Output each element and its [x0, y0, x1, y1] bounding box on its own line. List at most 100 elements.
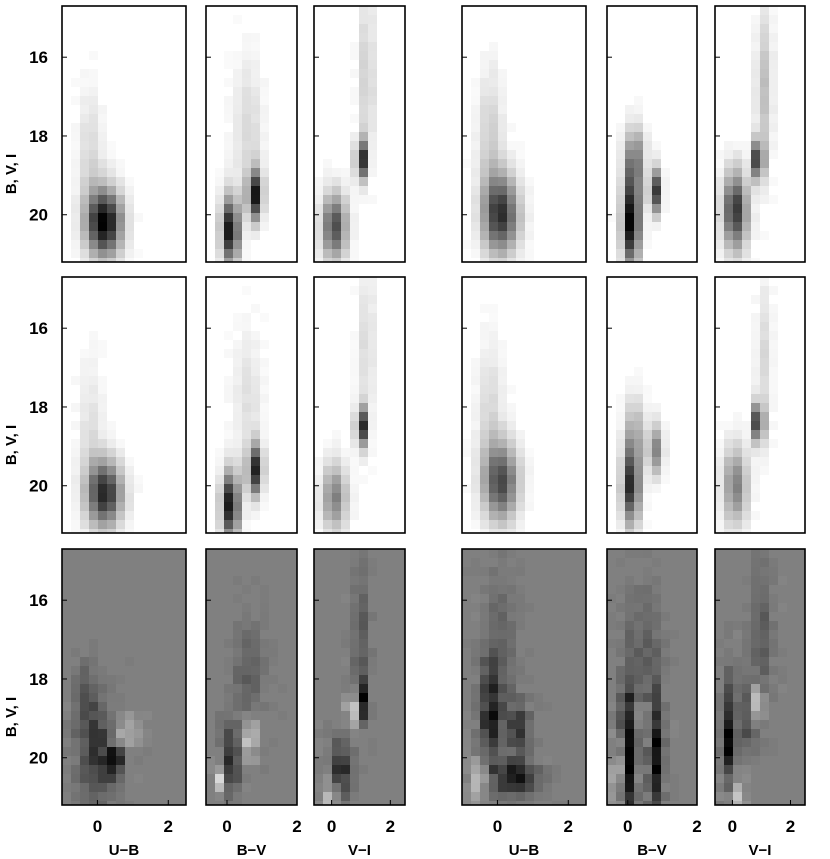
heatmap-cell	[215, 466, 224, 475]
heatmap-cell	[359, 439, 368, 448]
heatmap-cell	[251, 738, 260, 747]
heatmap-cell	[125, 493, 134, 502]
heatmap-cell	[489, 657, 498, 666]
heatmap-cell	[233, 249, 242, 258]
heatmap-cell	[507, 720, 516, 729]
heatmap-cell	[89, 394, 98, 403]
heatmap-cell	[607, 774, 616, 783]
heatmap-cell	[643, 204, 652, 213]
heatmap-cell	[471, 702, 480, 711]
heatmap-cell	[116, 448, 125, 457]
heatmap-cell	[652, 141, 661, 150]
heatmap-cell	[652, 204, 661, 213]
heatmap-cell	[507, 213, 516, 222]
heatmap-cell	[314, 475, 323, 484]
heatmap-cell	[760, 313, 769, 322]
heatmap-cell	[215, 765, 224, 774]
heatmap-cell	[778, 648, 787, 657]
heatmap-cell	[751, 24, 760, 33]
heatmap-cell	[80, 720, 89, 729]
heatmap-cell	[498, 567, 507, 576]
heatmap-cell	[760, 358, 769, 367]
heatmap-cell	[498, 439, 507, 448]
heatmap-cell	[125, 657, 134, 666]
heatmap-cell	[751, 358, 760, 367]
heatmap-cell	[724, 159, 733, 168]
heatmap-cell	[134, 738, 143, 747]
heatmap-cell	[715, 213, 724, 222]
heatmap-cell	[242, 729, 251, 738]
heatmap-cell	[350, 585, 359, 594]
x-axis-label: B−V	[237, 842, 267, 859]
x-tick-label: 0	[327, 817, 336, 836]
heatmap-cell	[760, 612, 769, 621]
heatmap-cell	[71, 249, 80, 258]
heatmap-cell	[80, 502, 89, 511]
heatmap-cell	[350, 51, 359, 60]
heatmap-cell	[507, 702, 516, 711]
heatmap-cell	[224, 502, 233, 511]
heatmap-cell	[652, 430, 661, 439]
heatmap-cell	[224, 801, 233, 805]
heatmap-cell	[733, 421, 742, 430]
heatmap-cell	[634, 666, 643, 675]
heatmap-cell	[71, 702, 80, 711]
heatmap-cell	[634, 756, 643, 765]
x-tick-label: 2	[564, 817, 573, 836]
heatmap-cell	[107, 493, 116, 502]
heatmap-cell	[751, 96, 760, 105]
heatmap-cell	[498, 430, 507, 439]
heatmap-cell	[733, 168, 742, 177]
heatmap-cell	[116, 529, 125, 533]
heatmap-cell	[80, 186, 89, 195]
heatmap-cell	[71, 439, 80, 448]
heatmap-cell	[498, 502, 507, 511]
heatmap-cell	[350, 493, 359, 502]
heatmap-cell	[489, 502, 498, 511]
heatmap-cell	[715, 756, 724, 765]
heatmap-cell	[661, 702, 670, 711]
heatmap-cell	[498, 123, 507, 132]
heatmap-cell	[724, 529, 733, 533]
heatmap-cell	[341, 711, 350, 720]
heatmap-cell	[489, 448, 498, 457]
heatmap-cell	[733, 675, 742, 684]
heatmap-cell	[625, 231, 634, 240]
heatmap-cell	[751, 33, 760, 42]
heatmap-cell	[760, 666, 769, 675]
heatmap-cell	[125, 738, 134, 747]
heatmap-cell	[341, 684, 350, 693]
heatmap-cell	[489, 783, 498, 792]
heatmap-cell	[359, 114, 368, 123]
heatmap-cell	[525, 648, 534, 657]
heatmap-cell	[224, 421, 233, 430]
x-tick-label: 0	[93, 817, 102, 836]
heatmap-cell	[498, 657, 507, 666]
heatmap-cell	[116, 493, 125, 502]
heatmap-cells	[607, 549, 679, 805]
heatmap-cell	[751, 132, 760, 141]
heatmap-cell	[543, 792, 552, 801]
heatmap-cell	[634, 141, 643, 150]
heatmap-cell	[242, 693, 251, 702]
heatmap-cell	[269, 738, 278, 747]
heatmap-cell	[350, 394, 359, 403]
heatmap-cell	[359, 150, 368, 159]
heatmap-cell	[525, 177, 534, 186]
heatmap-cell	[260, 78, 269, 87]
heatmap-cell	[607, 711, 616, 720]
heatmap-cell	[480, 412, 489, 421]
heatmap-cell	[71, 457, 80, 466]
heatmap-cell	[251, 69, 260, 78]
heatmap-cell	[715, 765, 724, 774]
heatmap-cell	[525, 249, 534, 258]
heatmap-cell	[233, 529, 242, 533]
heatmap-cell	[89, 349, 98, 358]
heatmap-cell	[724, 231, 733, 240]
heatmap-cell	[125, 204, 134, 213]
heatmap-cell	[625, 621, 634, 630]
heatmap-cell	[516, 783, 525, 792]
heatmap-cell	[471, 385, 480, 394]
heatmap-cell	[233, 168, 242, 177]
heatmap-cells	[206, 576, 287, 805]
